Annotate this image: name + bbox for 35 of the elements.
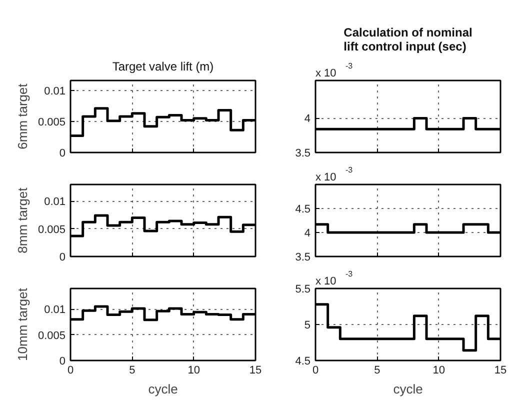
- y-tick-label: 4.5: [295, 356, 311, 368]
- y-axis-title: 8mm target: [14, 187, 30, 254]
- text: x 10-3: [316, 270, 354, 288]
- chart-title: Calculation of nominal lift control input (sec): [344, 26, 472, 54]
- x-tick-label: 10: [432, 364, 445, 376]
- y-tick-label: 4: [304, 228, 311, 240]
- y-tick-label: 0.01: [44, 196, 66, 208]
- y-tick-label: 0.005: [38, 116, 66, 128]
- y-tick-label: 4: [304, 113, 311, 126]
- y-tick-label: 4.5: [295, 204, 311, 216]
- y-axis-title: 6mm target: [14, 83, 30, 150]
- y-tick-label: 5.5: [295, 284, 311, 296]
- y-tick-label: 0.01: [44, 85, 66, 98]
- text: x 10-3: [316, 62, 354, 80]
- x-axis-title: cycle: [148, 382, 178, 396]
- y-tick-label: 0.005: [38, 330, 66, 342]
- y-tick-label: 0.005: [38, 224, 66, 236]
- y-tick-label: 0: [59, 148, 66, 160]
- text: x 10-3: [316, 166, 354, 184]
- y-tick-label: 0: [59, 356, 66, 368]
- x-axis-title: cycle: [393, 382, 423, 396]
- chart-title: Target valve lift (m): [112, 60, 214, 74]
- y-tick-label: 5: [304, 320, 311, 332]
- y-tick-label: 3.5: [295, 252, 311, 264]
- x-tick-label: 15: [249, 364, 262, 376]
- x-tick-label: 0: [312, 364, 319, 376]
- x-tick-label: 5: [374, 364, 380, 376]
- x-tick-label: 5: [129, 364, 136, 376]
- y-tick-label: 0.01: [44, 304, 66, 316]
- x-tick-label: 0: [67, 364, 74, 376]
- y-tick-label: 3.5: [295, 148, 311, 160]
- x-tick-label: 15: [494, 364, 507, 376]
- x-tick-label: 10: [188, 364, 200, 376]
- y-axis-title: 10mm target: [14, 288, 30, 361]
- y-tick-label: 0: [59, 252, 66, 264]
